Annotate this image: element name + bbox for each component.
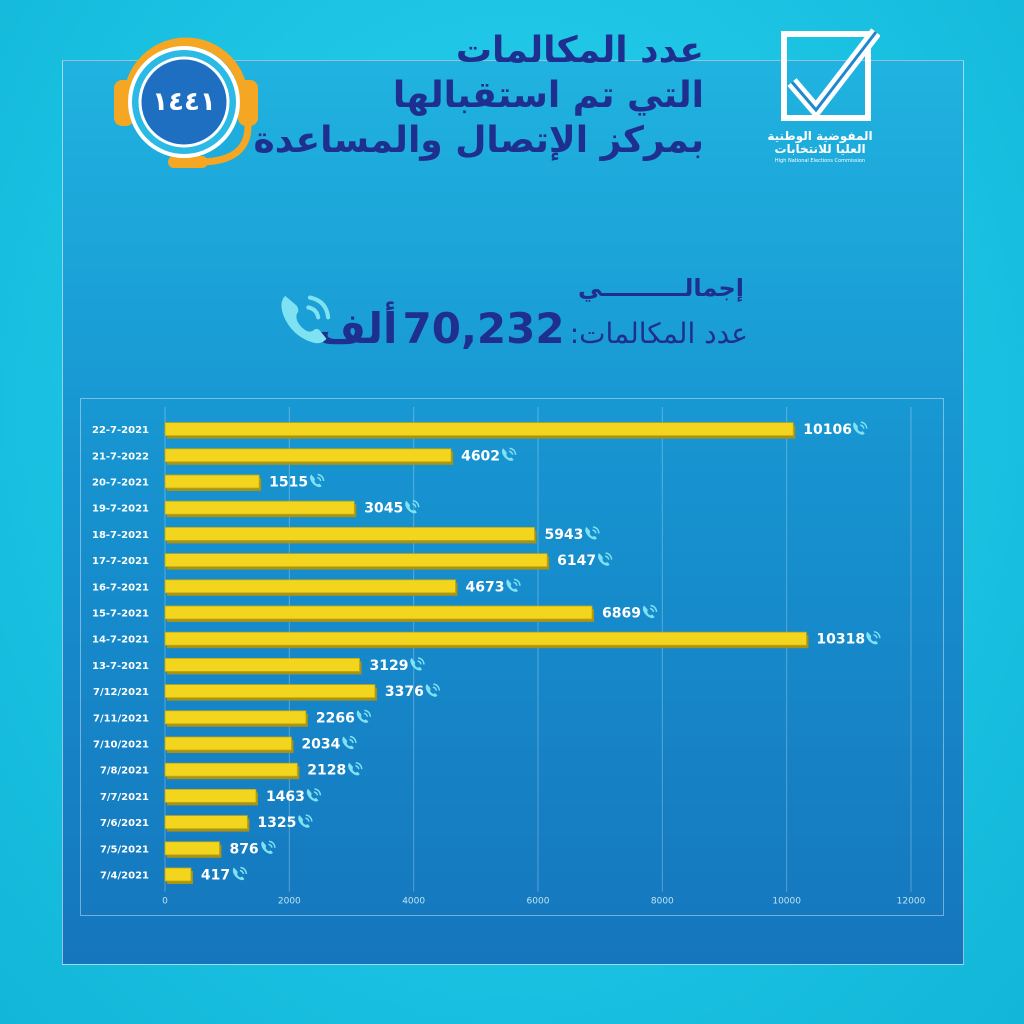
title-line-2: التي تم استقبالها xyxy=(392,75,704,116)
bar xyxy=(164,500,355,515)
bar xyxy=(164,605,593,620)
phone-icon xyxy=(597,552,613,566)
bar-value-label: 2128 xyxy=(307,763,346,779)
hotline-number: ١٤٤١ xyxy=(152,87,216,117)
y-category-label: 21-7-2022 xyxy=(92,451,149,462)
phone-icon xyxy=(342,735,357,750)
total-value: 70,232 xyxy=(402,304,565,353)
y-category-label: 7/8/2021 xyxy=(100,766,149,777)
bar xyxy=(164,788,257,803)
phone-icon xyxy=(501,447,517,461)
y-category-label: 15-7-2021 xyxy=(92,609,149,620)
total-row: عدد المكالمات: 70,232 ألف xyxy=(317,304,748,353)
logo-english-name: High National Elections Commission xyxy=(774,158,866,164)
total-prefix: عدد المكالمات: xyxy=(569,317,748,350)
bar-value-label: 417 xyxy=(201,868,230,884)
checkmark-icon xyxy=(781,28,881,121)
bar-value-label: 1325 xyxy=(257,815,296,831)
x-tick-label: 12000 xyxy=(897,897,926,907)
bar xyxy=(164,815,248,830)
phone-icon xyxy=(281,295,331,344)
y-category-label: 7/4/2021 xyxy=(100,871,149,882)
bar xyxy=(164,710,307,725)
phone-icon xyxy=(348,762,363,776)
phone-icon xyxy=(410,657,425,671)
y-category-label: 7/6/2021 xyxy=(100,818,149,829)
y-category-label: 19-7-2021 xyxy=(92,504,149,515)
y-category-label: 20-7-2021 xyxy=(92,478,149,489)
y-category-label: 13-7-2021 xyxy=(92,661,149,672)
bar-value-label: 6869 xyxy=(602,606,641,622)
x-tick-label: 6000 xyxy=(527,897,550,907)
bar-value-label: 2266 xyxy=(316,710,355,726)
phone-icon xyxy=(310,473,325,488)
bar xyxy=(164,448,452,463)
bar xyxy=(164,579,456,594)
bar-value-label: 4602 xyxy=(461,448,500,464)
x-tick-label: 4000 xyxy=(402,897,425,907)
title-line-1: عدد المكالمات xyxy=(455,30,704,71)
bar-value-label: 3045 xyxy=(364,501,403,517)
x-tick-label: 10000 xyxy=(772,897,801,907)
phone-icon xyxy=(306,788,322,802)
bar xyxy=(164,684,376,699)
phone-icon xyxy=(298,814,313,828)
y-category-label: 7/5/2021 xyxy=(100,844,149,855)
bar-value-label: 6147 xyxy=(557,553,596,569)
commission-logo xyxy=(770,26,881,176)
bar-value-label: 1463 xyxy=(266,789,305,805)
bar xyxy=(164,841,220,856)
title-line-3: بمركز الإتصال والمساعدة xyxy=(253,120,705,161)
bar-value-label: 10318 xyxy=(816,632,865,648)
phone-icon xyxy=(232,866,248,881)
bar xyxy=(164,553,548,568)
bar xyxy=(164,762,298,777)
headset-icon xyxy=(114,37,258,168)
bar-value-label: 4673 xyxy=(466,579,505,595)
bar-value-label: 3376 xyxy=(385,684,424,700)
bar-value-label: 1515 xyxy=(269,475,308,491)
hotline-badge: ١٤٤١ xyxy=(108,22,268,172)
bar xyxy=(164,657,360,672)
bar-value-label: 5943 xyxy=(544,527,583,543)
phone-icon xyxy=(356,709,372,723)
page-title: عدد المكالمات التي تم استقبالها بمركز ال… xyxy=(254,28,705,163)
y-category-label: 16-7-2021 xyxy=(92,582,149,593)
phone-icon xyxy=(405,500,420,514)
x-tick-label: 8000 xyxy=(651,897,674,907)
bar xyxy=(164,867,192,882)
bar-chart: 0 2000 4000 6000 8000 10000 12000 22-7-2021 1010… xyxy=(80,398,944,916)
bar xyxy=(164,474,260,489)
y-category-label: 17-7-2021 xyxy=(92,556,149,567)
phone-icon xyxy=(261,840,276,854)
phone-icon xyxy=(425,683,441,697)
bar-value-label: 876 xyxy=(229,841,258,857)
phone-icon xyxy=(866,631,881,645)
bar xyxy=(164,526,535,541)
phone-icon xyxy=(585,526,600,540)
bar-value-label: 2034 xyxy=(301,737,340,753)
logo-arabic-name: المفوضية الوطنية العليا للانتخابات xyxy=(767,129,873,156)
phone-icon xyxy=(506,578,521,592)
bar-value-label: 10106 xyxy=(803,422,852,438)
bar xyxy=(164,422,794,437)
y-category-label: 7/11/2021 xyxy=(93,713,149,724)
y-category-label: 18-7-2021 xyxy=(92,530,149,541)
total-unit: ألف xyxy=(317,304,398,353)
chart-svg: 0 2000 4000 6000 8000 10000 12000 22-7-2021 1010… xyxy=(92,407,926,907)
total-label: إجمالــــــــــي xyxy=(578,274,744,302)
bar xyxy=(164,736,292,751)
phone-icon xyxy=(642,604,658,619)
bar xyxy=(164,631,807,646)
phone-icon xyxy=(853,421,868,435)
y-category-label: 7/12/2021 xyxy=(93,687,149,698)
y-category-label: 22-7-2021 xyxy=(92,425,149,436)
y-category-label: 14-7-2021 xyxy=(92,635,149,646)
y-category-label: 7/10/2021 xyxy=(93,740,149,751)
y-category-label: 7/7/2021 xyxy=(100,792,149,803)
x-tick-label: 0 xyxy=(162,897,168,907)
x-tick-label: 2000 xyxy=(278,897,301,907)
bar-value-label: 3129 xyxy=(370,658,409,674)
